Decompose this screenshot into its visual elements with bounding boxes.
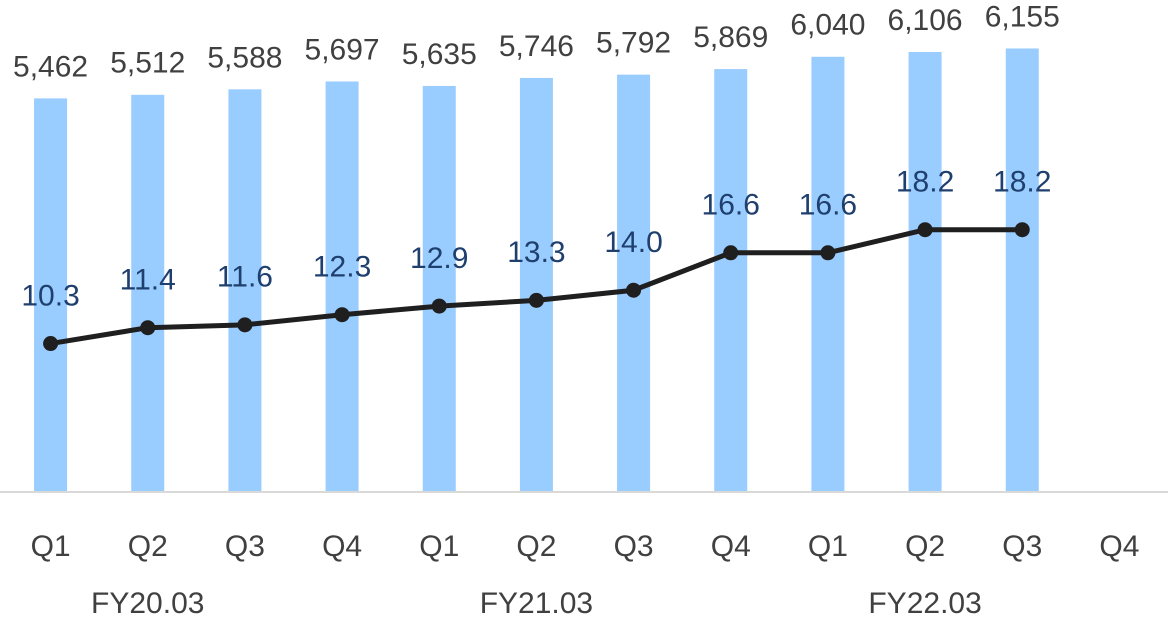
line-marker xyxy=(237,317,253,333)
group-label: FY22.03 xyxy=(868,587,981,620)
line-marker xyxy=(1014,222,1030,238)
bar xyxy=(908,52,942,493)
bar xyxy=(1005,48,1039,493)
bar-value-label: 6,155 xyxy=(985,0,1060,33)
bar xyxy=(714,69,748,492)
bar xyxy=(519,77,553,492)
bar-value-label: 5,697 xyxy=(305,33,380,66)
line-marker xyxy=(140,320,156,336)
line-value-label: 13.3 xyxy=(507,236,565,269)
x-tick-label: Q4 xyxy=(711,530,751,563)
bar-value-label: 5,462 xyxy=(13,50,88,83)
bar-value-label: 6,106 xyxy=(888,4,963,37)
x-tick-label: Q1 xyxy=(808,530,848,563)
x-tick-label: Q3 xyxy=(1002,530,1042,563)
group-label: FY20.03 xyxy=(91,587,204,620)
x-tick-label: Q1 xyxy=(419,530,459,563)
line-value-label: 11.6 xyxy=(217,261,273,294)
bar xyxy=(422,85,456,492)
bar-value-label: 6,040 xyxy=(790,9,865,42)
line-value-label: 11.4 xyxy=(120,264,176,297)
x-tick-label: Q3 xyxy=(225,530,265,563)
bar xyxy=(34,98,68,492)
bar-value-label: 5,869 xyxy=(693,21,768,54)
bar-value-label: 5,792 xyxy=(596,27,671,60)
x-tick-label: Q2 xyxy=(128,530,168,563)
line-marker xyxy=(334,307,350,323)
line-marker xyxy=(820,245,836,261)
x-tick-label: Q4 xyxy=(322,530,362,563)
line-value-label: 16.6 xyxy=(702,189,760,222)
line-marker xyxy=(626,282,642,298)
line-value-label: 10.3 xyxy=(21,279,79,312)
line-marker xyxy=(917,222,933,238)
line-marker xyxy=(431,298,447,314)
line-value-label: 12.3 xyxy=(313,251,371,284)
bar xyxy=(228,89,262,492)
group-label: FY21.03 xyxy=(480,587,593,620)
x-tick-label: Q1 xyxy=(31,530,71,563)
line-value-label: 18.2 xyxy=(896,166,954,199)
line-marker xyxy=(43,336,59,352)
x-tick-label: Q2 xyxy=(905,530,945,563)
bar xyxy=(811,56,845,492)
line-marker xyxy=(723,245,739,261)
line-value-label: 14.0 xyxy=(604,226,662,259)
x-tick-label: Q4 xyxy=(1099,530,1139,563)
bar-value-label: 5,588 xyxy=(207,41,282,74)
bar-value-label: 5,635 xyxy=(402,38,477,71)
x-tick-label: Q3 xyxy=(614,530,654,563)
x-tick-label: Q2 xyxy=(516,530,556,563)
line-value-label: 18.2 xyxy=(993,166,1051,199)
line-marker xyxy=(528,292,544,308)
bar xyxy=(131,94,165,492)
bar-value-label: 5,512 xyxy=(110,47,185,80)
line-value-label: 16.6 xyxy=(799,189,857,222)
line-value-label: 12.9 xyxy=(410,242,468,275)
bar xyxy=(325,81,359,492)
bar-value-label: 5,746 xyxy=(499,30,574,63)
